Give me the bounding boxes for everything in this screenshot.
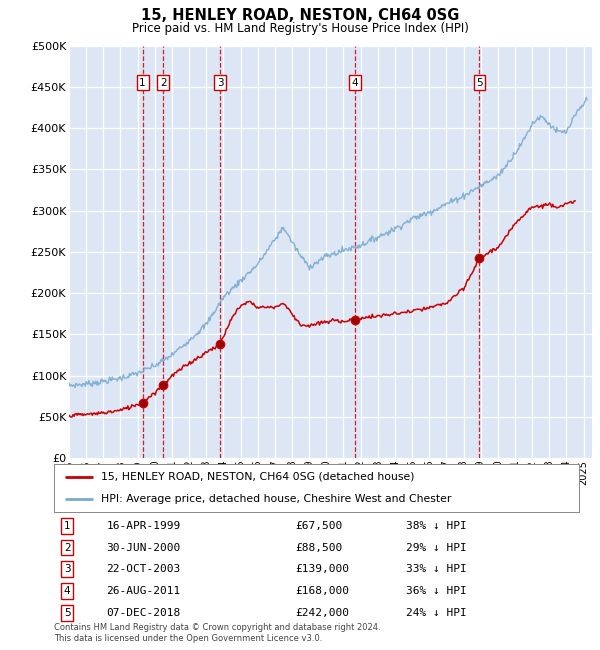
Text: HPI: Average price, detached house, Cheshire West and Chester: HPI: Average price, detached house, Ches…: [101, 494, 452, 504]
Text: 1: 1: [64, 521, 70, 530]
Text: 36% ↓ HPI: 36% ↓ HPI: [406, 586, 467, 596]
Text: 15, HENLEY ROAD, NESTON, CH64 0SG (detached house): 15, HENLEY ROAD, NESTON, CH64 0SG (detac…: [101, 472, 415, 482]
Text: 3: 3: [217, 77, 223, 88]
Text: £88,500: £88,500: [296, 543, 343, 552]
Text: 30-JUN-2000: 30-JUN-2000: [107, 543, 181, 552]
Text: 4: 4: [64, 586, 70, 596]
Text: 16-APR-1999: 16-APR-1999: [107, 521, 181, 530]
Text: 29% ↓ HPI: 29% ↓ HPI: [406, 543, 467, 552]
Text: 1: 1: [139, 77, 146, 88]
Text: £168,000: £168,000: [296, 586, 349, 596]
Text: 38% ↓ HPI: 38% ↓ HPI: [406, 521, 467, 530]
Text: £139,000: £139,000: [296, 564, 349, 575]
Text: Price paid vs. HM Land Registry's House Price Index (HPI): Price paid vs. HM Land Registry's House …: [131, 22, 469, 35]
Text: This data is licensed under the Open Government Licence v3.0.: This data is licensed under the Open Gov…: [54, 634, 322, 643]
Text: Contains HM Land Registry data © Crown copyright and database right 2024.: Contains HM Land Registry data © Crown c…: [54, 623, 380, 632]
Text: 4: 4: [352, 77, 358, 88]
Text: £67,500: £67,500: [296, 521, 343, 530]
Text: 15, HENLEY ROAD, NESTON, CH64 0SG: 15, HENLEY ROAD, NESTON, CH64 0SG: [141, 8, 459, 23]
Text: 2: 2: [64, 543, 70, 552]
Text: 22-OCT-2003: 22-OCT-2003: [107, 564, 181, 575]
Text: 3: 3: [64, 564, 70, 575]
Text: 2: 2: [160, 77, 167, 88]
Text: £242,000: £242,000: [296, 608, 349, 618]
Text: 33% ↓ HPI: 33% ↓ HPI: [406, 564, 467, 575]
Text: 5: 5: [64, 608, 70, 618]
Text: 24% ↓ HPI: 24% ↓ HPI: [406, 608, 467, 618]
Text: 26-AUG-2011: 26-AUG-2011: [107, 586, 181, 596]
Text: 5: 5: [476, 77, 483, 88]
Text: 07-DEC-2018: 07-DEC-2018: [107, 608, 181, 618]
